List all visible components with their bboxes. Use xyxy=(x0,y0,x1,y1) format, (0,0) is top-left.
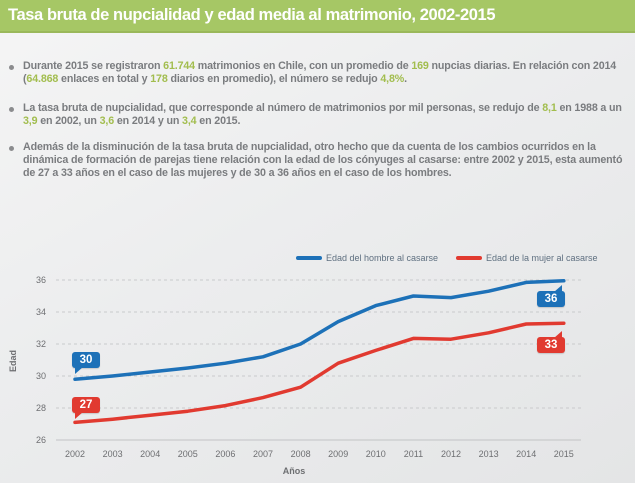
legend-label-men: Edad del hombre al casarse xyxy=(326,253,438,263)
y-tick-label: 32 xyxy=(36,339,46,349)
callout-men-2002: 30 xyxy=(72,352,100,374)
highlighted-figure: 8,1 xyxy=(542,102,557,114)
highlighted-figure: 3,4 xyxy=(182,115,197,127)
legend-label-women: Edad de la mujer al casarse xyxy=(486,253,598,263)
y-axis-title: Edad xyxy=(8,350,18,372)
text-segment: matrimonios en Chile, con un promedio de xyxy=(194,60,412,72)
x-tick-label: 2007 xyxy=(253,449,273,459)
x-tick-label: 2006 xyxy=(215,449,235,459)
callout-women-2002: 27 xyxy=(72,397,100,419)
highlighted-figure: 178 xyxy=(150,73,168,85)
x-tick-label: 2011 xyxy=(404,449,423,459)
highlighted-figure: 61.744 xyxy=(163,60,195,72)
series-line-women xyxy=(73,321,566,425)
highlighted-figure: 4,8% xyxy=(380,73,405,85)
line-chart-canvas: 26 28 30 32 34 36 2002 2003 2004 2005 2006 2007 2008… xyxy=(8,253,598,476)
x-axis-title: Años xyxy=(283,466,306,476)
y-tick-label: 26 xyxy=(36,435,46,445)
text-segment: en 2002, un xyxy=(37,115,100,127)
text-segment: . xyxy=(404,73,407,85)
bullet-text: Además de la disminución de la tasa brut… xyxy=(23,141,623,180)
highlighted-figure: 169 xyxy=(411,60,429,72)
bullet-item: Durante 2015 se registraron 61.744 matri… xyxy=(9,60,623,86)
x-tick-label: 2002 xyxy=(65,449,85,459)
x-tick-label: 2008 xyxy=(291,449,311,459)
title-bar: Tasa bruta de nupcialidad y edad media a… xyxy=(0,0,635,33)
x-tick-label: 2005 xyxy=(178,449,198,459)
callout-men-2015: 36 xyxy=(537,285,565,307)
text-segment: en 2014 y un xyxy=(114,115,183,127)
x-tick-label: 2003 xyxy=(103,449,123,459)
y-tick-label: 34 xyxy=(36,307,46,317)
y-tick-label: 36 xyxy=(36,275,46,285)
series-line-men xyxy=(73,279,566,381)
bullet-text: Durante 2015 se registraron 61.744 matri… xyxy=(23,60,623,86)
highlighted-figure: 3,6 xyxy=(99,115,115,127)
y-tick-label: 30 xyxy=(36,371,46,381)
text-segment: en 1988 a un xyxy=(556,102,622,114)
page-title: Tasa bruta de nupcialidad y edad media a… xyxy=(8,6,496,24)
highlighted-figure: 64.868 xyxy=(26,73,59,85)
text-segment: La tasa bruta de nupcialidad, que corres… xyxy=(23,102,543,114)
bullet-icon xyxy=(9,65,14,70)
text-segment: diarios en promedio), el número se reduj… xyxy=(167,73,381,85)
bullet-item: Además de la disminución de la tasa brut… xyxy=(9,141,623,180)
bullet-icon xyxy=(9,146,14,151)
text-segment: nupcias diarias. En relación con 2014 ( xyxy=(23,60,617,85)
text-segment: enlaces en total y xyxy=(58,73,151,85)
y-tick-label: 28 xyxy=(36,403,46,413)
text-segment: Además de la disminución de la tasa brut… xyxy=(23,141,623,179)
text-segment: en 2015. xyxy=(196,115,241,127)
highlighted-figure: 3,9 xyxy=(23,115,38,127)
x-tick-label: 2009 xyxy=(328,449,348,459)
x-tick-label: 2012 xyxy=(441,449,461,459)
bullet-text: La tasa bruta de nupcialidad, que corres… xyxy=(23,102,623,128)
bullet-item: La tasa bruta de nupcialidad, que corres… xyxy=(9,102,623,128)
x-tick-label: 2015 xyxy=(554,449,574,459)
x-tick-label: 2010 xyxy=(366,449,386,459)
age-at-marriage-chart: 26 28 30 32 34 36 2002 2003 2004 2005 2006 2007 2008… xyxy=(0,243,635,483)
callout-women-2015: 33 xyxy=(537,331,565,353)
text-segment: Durante 2015 se registraron xyxy=(23,60,164,72)
bullet-icon xyxy=(9,107,14,112)
x-tick-label: 2004 xyxy=(140,449,160,459)
x-tick-label: 2014 xyxy=(516,449,536,459)
x-tick-label: 2013 xyxy=(479,449,499,459)
